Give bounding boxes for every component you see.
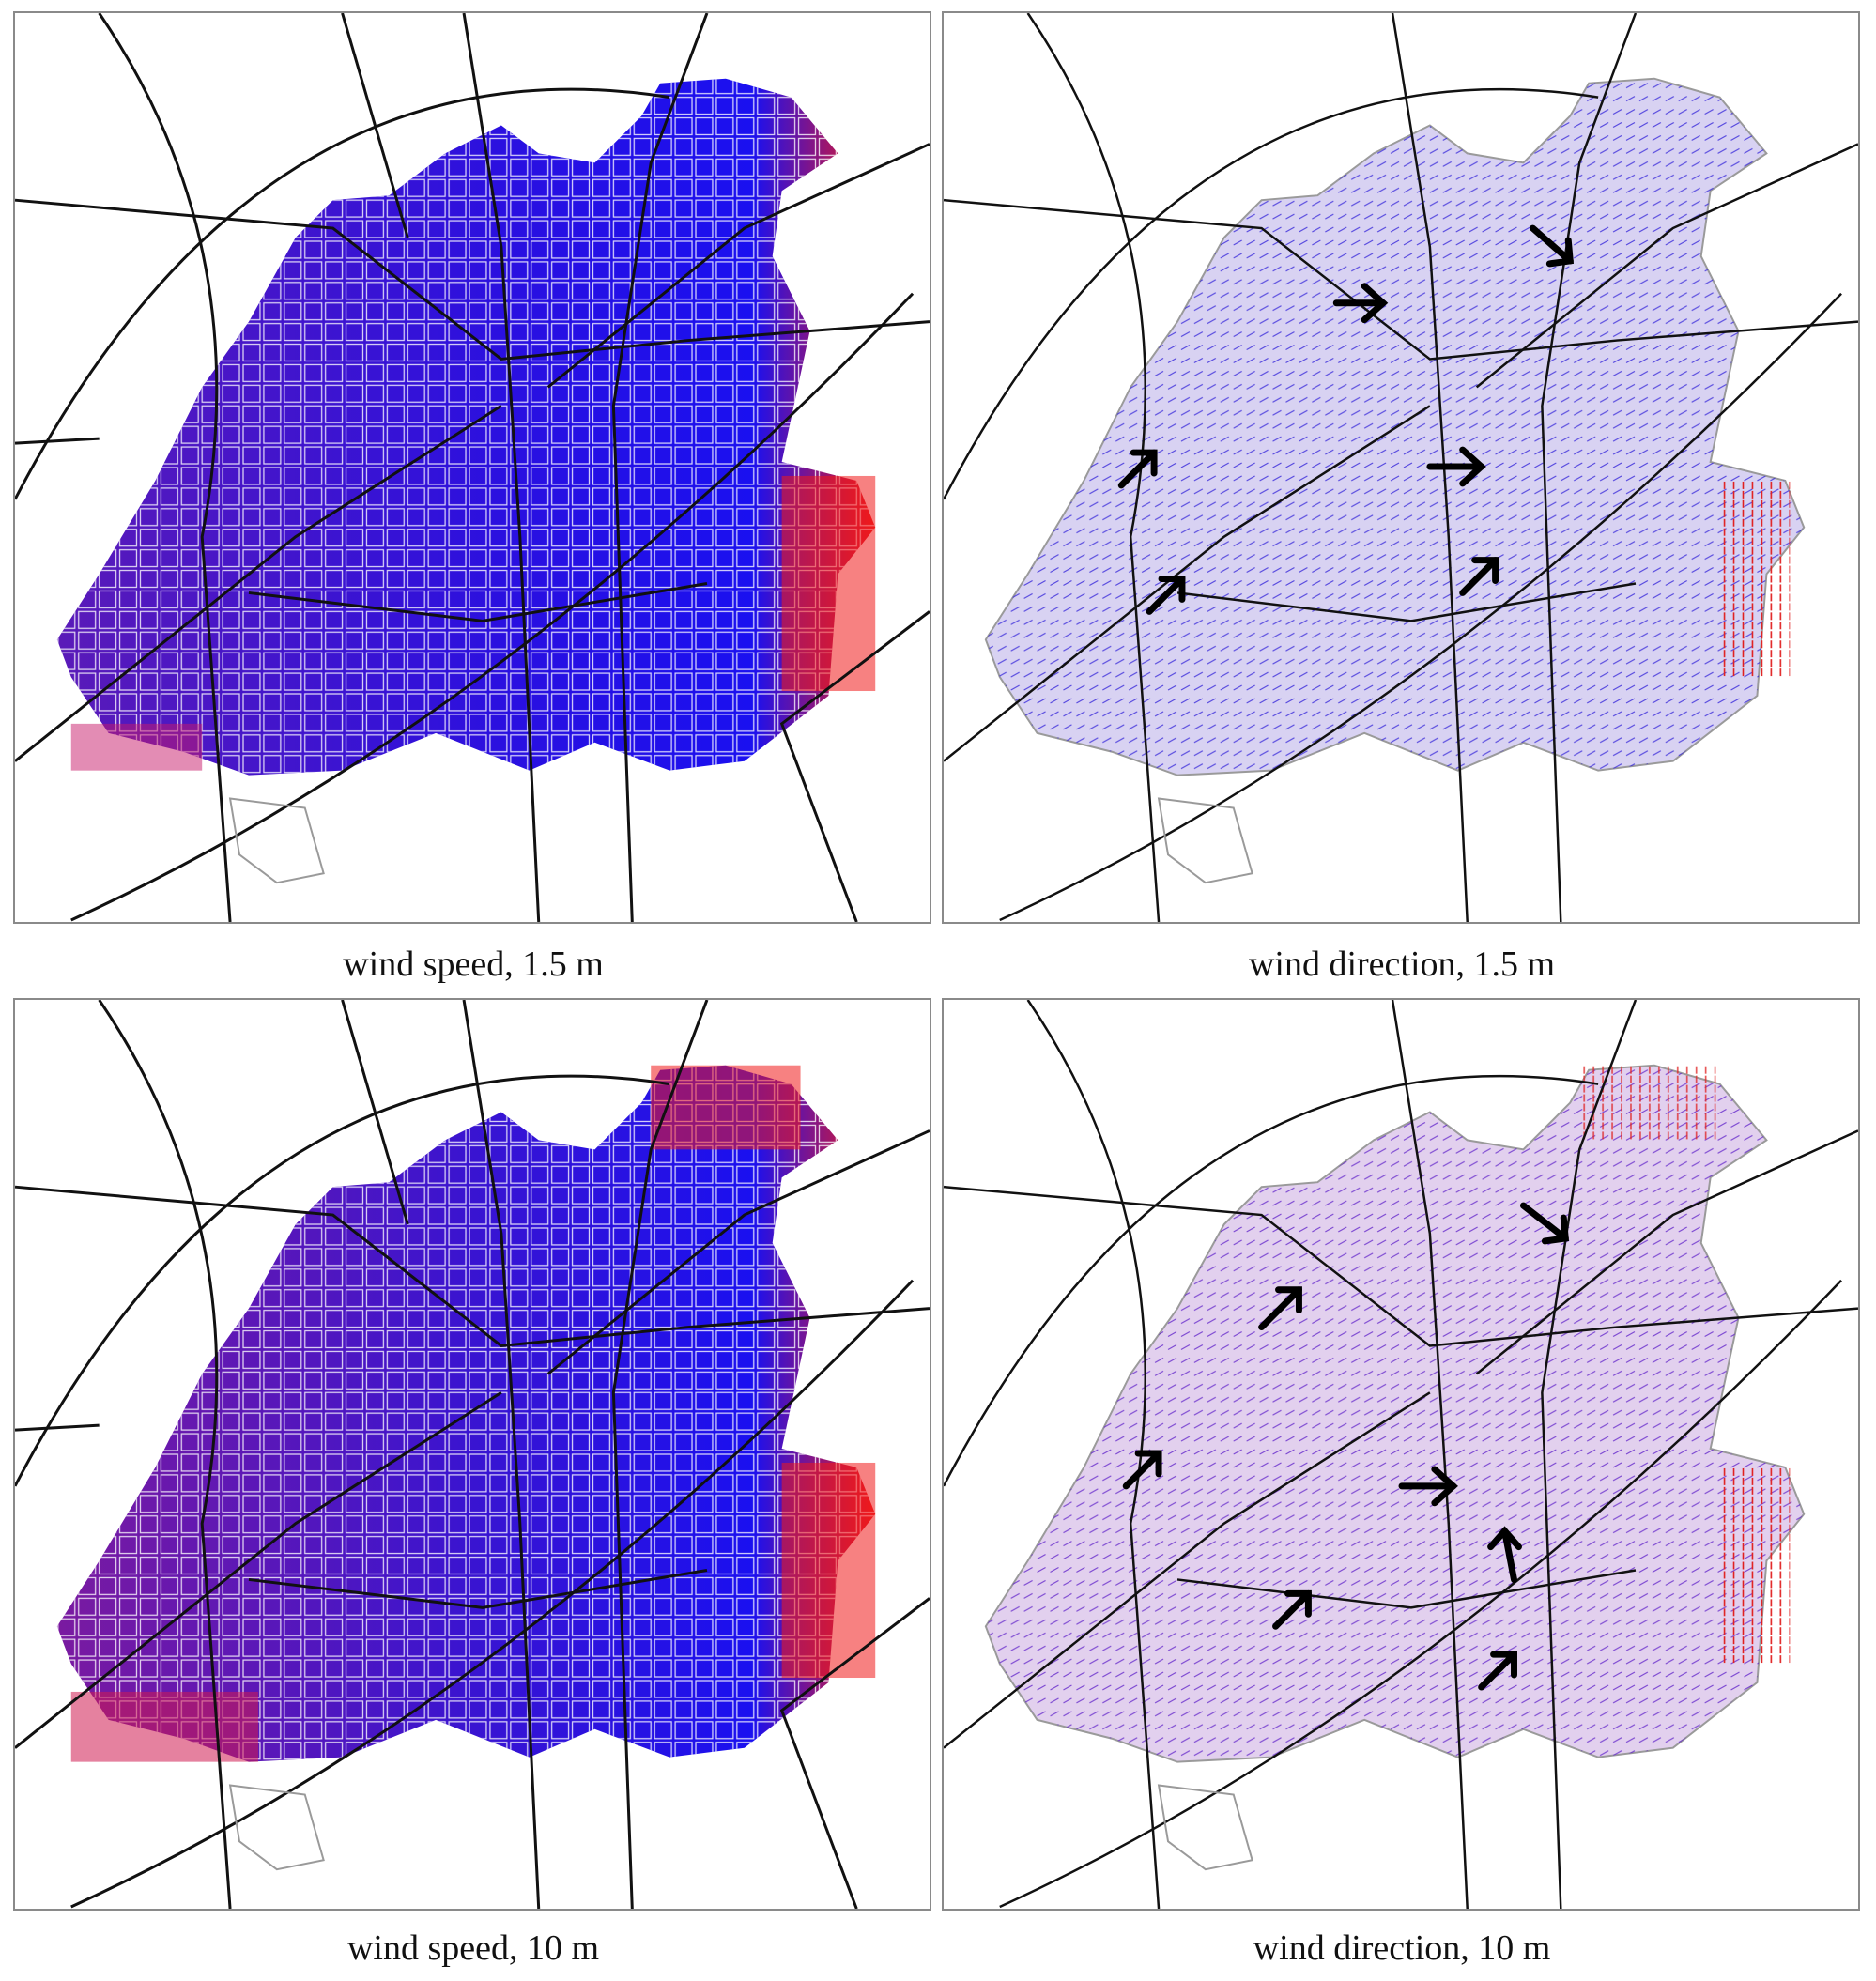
wind-direction-map-1-5m — [944, 13, 1858, 922]
map-panel-wind-speed-1-5m — [13, 11, 931, 924]
caption-wind-direction-1-5m: wind direction, 1.5 m — [1248, 944, 1556, 984]
wind-arrow — [1122, 1450, 1162, 1490]
caption-wind-speed-1-5m: wind speed, 1.5 m — [343, 944, 604, 984]
wind-arrow — [1487, 1526, 1522, 1583]
wind-speed-map-10m — [15, 1000, 930, 1909]
high-speed-vectors — [1719, 1467, 1791, 1665]
road-network — [15, 1000, 930, 1909]
map-panel-wind-direction-1-5m — [942, 11, 1860, 924]
district-outline — [1157, 1784, 1253, 1871]
wind-arrow — [1272, 1589, 1312, 1630]
district-outline — [1157, 797, 1253, 884]
prevailing-wind-arrows — [1117, 224, 1575, 615]
wind-arrow — [1478, 1651, 1517, 1691]
wind-arrow — [1459, 557, 1499, 596]
wind-arrow — [1117, 449, 1158, 489]
wind-arrow — [1332, 283, 1389, 324]
wind-arrow — [1519, 1202, 1570, 1245]
wind-arrow — [1398, 1466, 1458, 1507]
high-speed-vectors — [1719, 480, 1791, 678]
caption-wind-speed-10m: wind speed, 10 m — [346, 1928, 600, 1968]
high-speed-zone — [70, 723, 203, 771]
high-speed-zone — [781, 475, 876, 692]
district-outline — [228, 1784, 325, 1871]
district-outline — [228, 797, 325, 884]
road-network — [15, 13, 930, 922]
map-panel-wind-speed-10m — [13, 998, 931, 1911]
map-panel-wind-direction-10m — [942, 998, 1860, 1911]
caption-wind-direction-10m: wind direction, 10 m — [1253, 1928, 1551, 1968]
wind-arrow — [1529, 224, 1575, 268]
road-network — [944, 13, 1858, 922]
wind-direction-map-10m — [944, 1000, 1858, 1909]
high-speed-zone — [651, 1065, 801, 1150]
road-network — [944, 1000, 1858, 1909]
wind-arrow — [1258, 1286, 1302, 1331]
wind-arrow — [1146, 576, 1186, 615]
wind-speed-map-1-5m — [15, 13, 930, 922]
wind-arrow — [1426, 446, 1486, 487]
high-speed-vectors — [1579, 1065, 1720, 1141]
high-speed-zone — [70, 1691, 258, 1762]
high-speed-zone — [781, 1462, 876, 1679]
prevailing-wind-arrows — [1122, 1202, 1570, 1691]
